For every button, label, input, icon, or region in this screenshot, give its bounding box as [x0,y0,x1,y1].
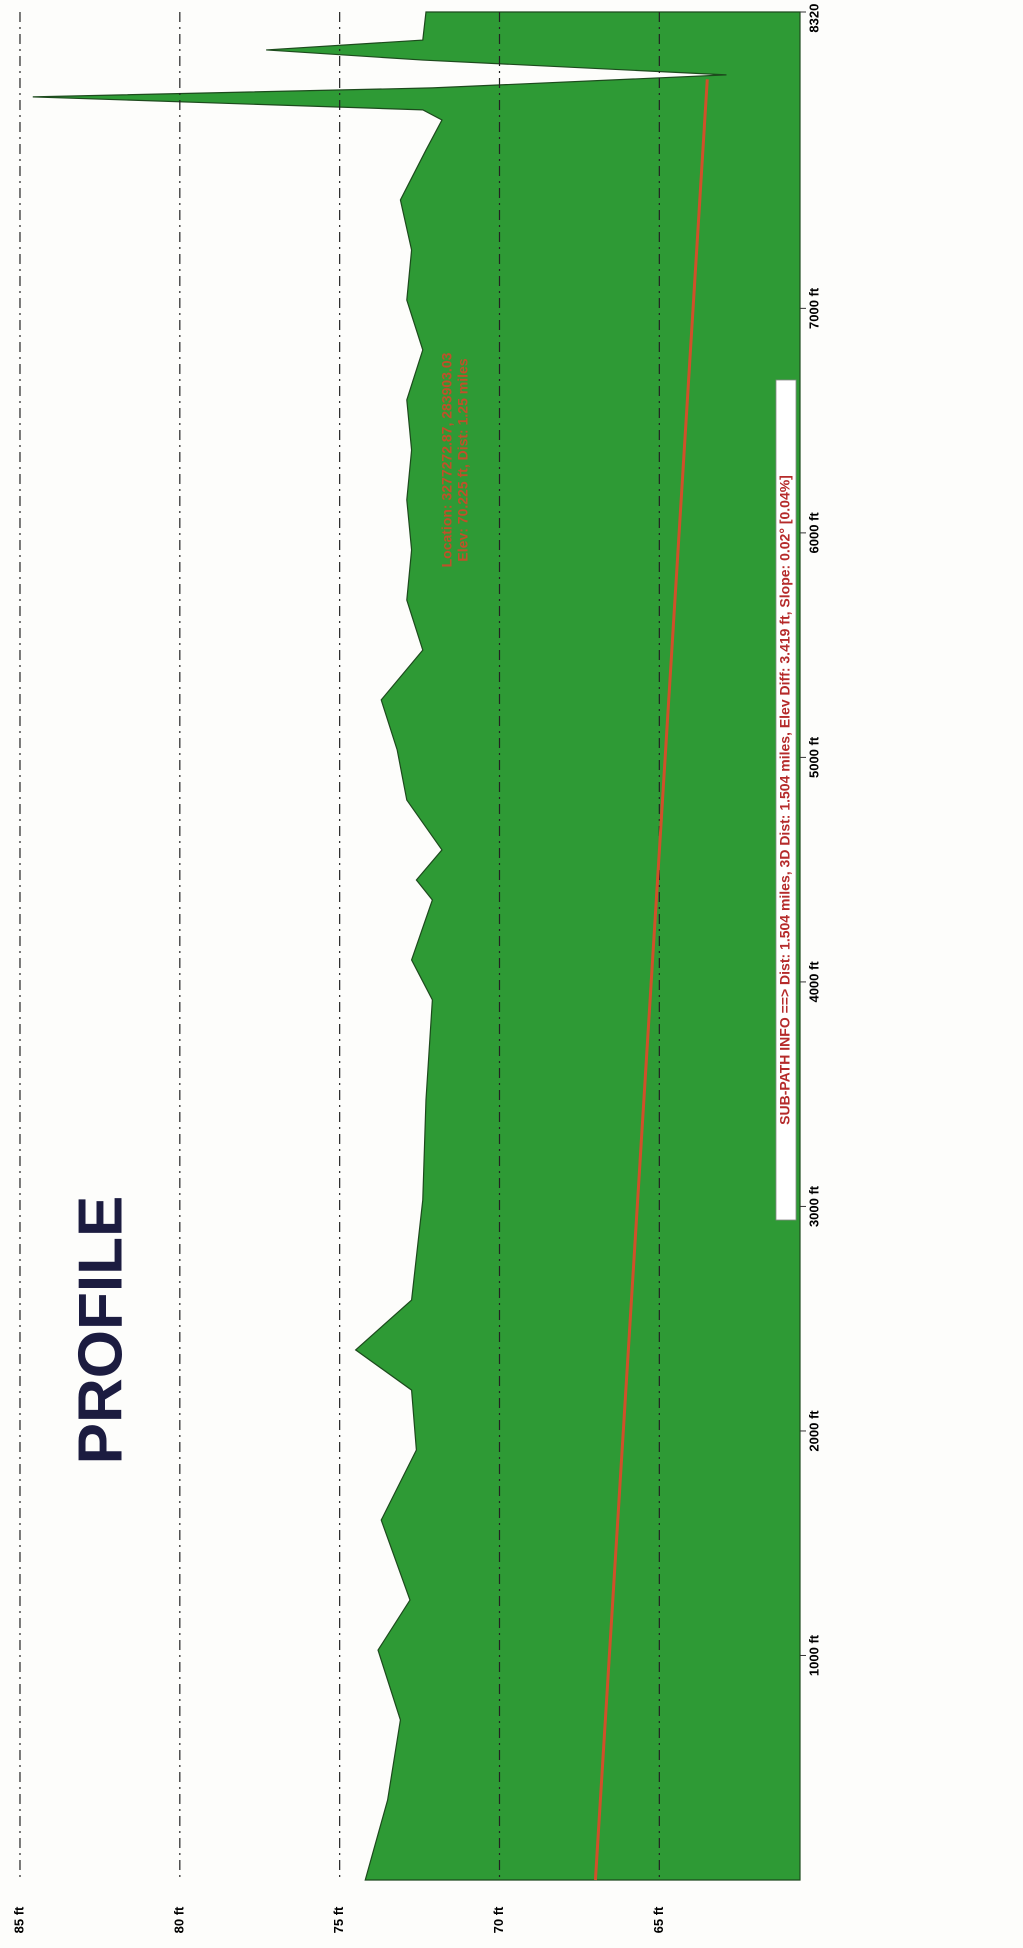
x-tick-label: 8320 ft [806,0,821,33]
sight-line [593,79,709,1881]
x-tick-label: 5000 ft [806,736,821,778]
x-tick-label: 6000 ft [806,512,821,554]
x-tick-label: 2000 ft [806,1410,821,1452]
x-tick-label: 1000 ft [806,1634,821,1676]
x-tick-label: 3000 ft [806,1185,821,1227]
y-tick-label: 85 ft [11,1906,26,1933]
chart-title: PROFILE [66,1196,135,1465]
x-tick-label: 7000 ft [806,287,821,329]
y-tick-label: 75 ft [331,1906,346,1933]
info-box [775,379,797,1221]
annotation: Location: 3277272.87, 283903.03 [439,352,455,567]
y-tick-label: 65 ft [651,1906,666,1933]
info-text: SUB-PATH INFO ==> Dist: 1.504 miles, 3D … [777,475,793,1125]
annotation: Elev: 70.225 ft, Dist: 1.25 miles [455,358,471,561]
y-tick-label: 70 ft [491,1906,506,1933]
x-tick-label: 4000 ft [806,961,821,1003]
y-tick-label: 80 ft [171,1906,186,1933]
terrain-area [32,11,801,1881]
